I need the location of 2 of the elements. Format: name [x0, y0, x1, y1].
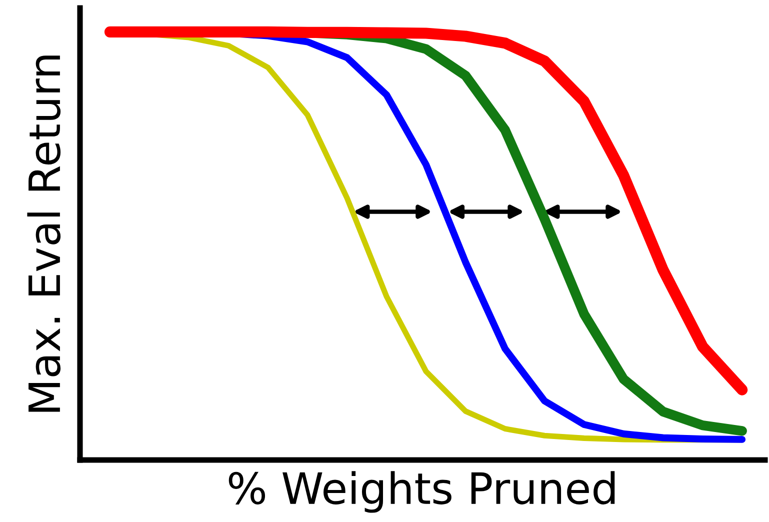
x-axis-title: % Weights Pruned	[228, 471, 615, 513]
y-axis-title: Max. Eval Return	[27, 56, 61, 412]
